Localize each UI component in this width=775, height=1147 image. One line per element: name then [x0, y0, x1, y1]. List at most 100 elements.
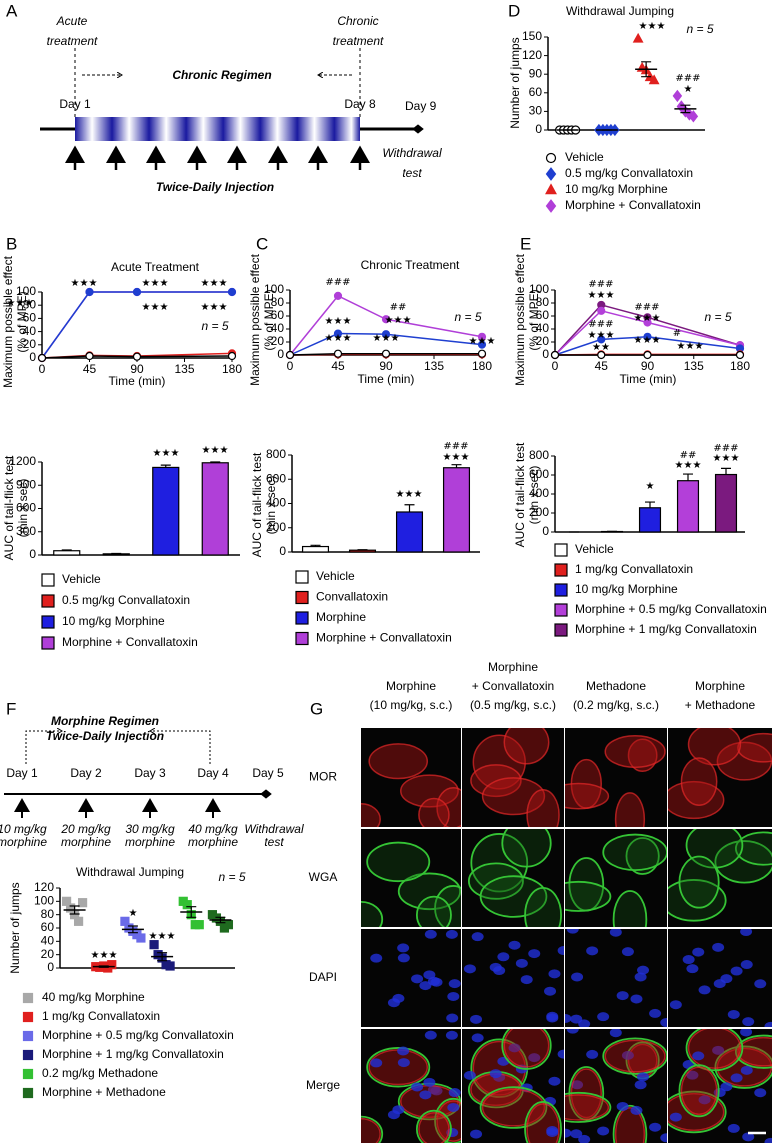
- nucleus: [727, 1009, 740, 1019]
- day-label: Day 3: [134, 766, 166, 780]
- data-point: [688, 110, 699, 123]
- y-axis-label: Number of jumps: [508, 37, 522, 128]
- y-tick-label: 1200: [9, 454, 36, 468]
- nucleus: [471, 1033, 484, 1043]
- bar: [301, 545, 330, 553]
- legend-label: Morphine + 1 mg/kg Convallatoxin: [42, 1047, 224, 1061]
- membrane: [602, 1037, 667, 1075]
- significance: ★★★: [373, 333, 400, 344]
- y-tick-label: 60: [23, 311, 37, 325]
- data-point: [643, 332, 652, 341]
- cell: [526, 789, 560, 827]
- y-tick-label: 0: [29, 350, 36, 364]
- series-line: [289, 294, 483, 356]
- micrograph: [668, 829, 772, 927]
- legend-swatch: [545, 167, 557, 181]
- membrane: [524, 887, 562, 927]
- series-line: [41, 355, 233, 359]
- nucleus: [423, 1077, 436, 1087]
- x-tick-label: 45: [595, 359, 609, 373]
- nucleus: [370, 953, 383, 963]
- y-tick-label: 20: [41, 947, 55, 961]
- data-point: [85, 287, 94, 297]
- dose-label: morphine: [0, 835, 47, 849]
- nucleus: [544, 1096, 557, 1106]
- x-tick-label: 90: [379, 359, 393, 373]
- significance: ###: [443, 441, 468, 452]
- timeline-text: test: [264, 835, 284, 849]
- error-bar: [127, 925, 138, 934]
- nucleus: [508, 940, 521, 950]
- timeline-text: test: [402, 166, 422, 180]
- micrograph: [361, 929, 461, 1027]
- significance: ###: [325, 277, 350, 288]
- membrane: [415, 895, 452, 927]
- micrograph-content: [668, 1029, 772, 1143]
- cell: [436, 786, 461, 827]
- significance: ★★★: [91, 950, 118, 961]
- nucleus: [742, 1132, 755, 1142]
- nucleus: [742, 1017, 755, 1027]
- legend-swatch: [41, 594, 55, 608]
- significance: ★: [646, 481, 655, 492]
- significance: ##: [680, 450, 697, 461]
- chart-title: Withdrawal Jumping: [566, 4, 674, 18]
- membrane: [361, 900, 384, 927]
- data-point: [149, 940, 159, 950]
- legend-label: Morphine + 0.5 mg/kg Convallatoxin: [575, 602, 767, 616]
- nucleus: [471, 932, 484, 942]
- row-label: WGA: [309, 870, 338, 884]
- nucleus: [692, 1051, 705, 1061]
- data-point: [333, 349, 343, 358]
- significance: ★★★: [201, 302, 228, 313]
- y-tick-label: 300: [16, 524, 36, 538]
- membrane: [501, 1029, 552, 1070]
- nucleus: [660, 1133, 667, 1143]
- timeline-text: Chronic: [337, 14, 378, 28]
- y-axis-label: (% of MPE): [15, 291, 29, 352]
- cell: [503, 728, 550, 765]
- day-label: Day 4: [197, 766, 229, 780]
- dose-label: 20 mg/kg: [60, 822, 111, 836]
- nucleus: [634, 972, 647, 982]
- nucleus: [445, 1030, 458, 1040]
- y-tick-label: 20: [536, 334, 550, 348]
- data-point: [77, 898, 88, 908]
- n-note: n = 5: [454, 310, 481, 324]
- y-tick-label: 100: [34, 894, 54, 908]
- nucleus: [528, 1053, 541, 1063]
- nucleus: [419, 981, 432, 991]
- cell: [687, 728, 742, 766]
- dose-label: morphine: [125, 835, 175, 849]
- legend-swatch: [554, 563, 568, 577]
- legend-label: 0.5 mg/kg Convallatoxin: [62, 593, 190, 607]
- legend-swatch: [545, 183, 557, 195]
- significance: ##: [390, 302, 407, 313]
- n-note: n = 5: [201, 319, 228, 333]
- column-header: Methadone: [586, 679, 646, 693]
- legend-label: Vehicle: [62, 572, 101, 586]
- error-bar: [645, 501, 655, 508]
- nucleus: [727, 1123, 740, 1133]
- nucleus: [470, 1129, 483, 1139]
- data-point: [381, 330, 391, 339]
- x-axis-label: Time (min): [358, 372, 415, 386]
- y-tick-label: 120: [34, 880, 54, 894]
- chart-title: Chronic Treatment: [361, 258, 460, 272]
- nucleus: [566, 929, 579, 934]
- membrane: [685, 1029, 744, 1072]
- column-header: + Methadone: [685, 698, 756, 712]
- membrane: [434, 885, 461, 927]
- membrane: [612, 1104, 648, 1143]
- micrograph-content: [565, 735, 666, 827]
- nucleus: [370, 1058, 383, 1068]
- y-tick-label: 120: [522, 48, 542, 62]
- nucleus: [571, 972, 584, 982]
- significance: ★★★: [396, 489, 423, 500]
- series-line: [289, 352, 482, 356]
- nucleus: [698, 985, 711, 995]
- bar: [442, 467, 471, 553]
- significance: ★★★: [71, 278, 98, 289]
- series-line: [41, 291, 232, 359]
- data-point: [227, 287, 237, 297]
